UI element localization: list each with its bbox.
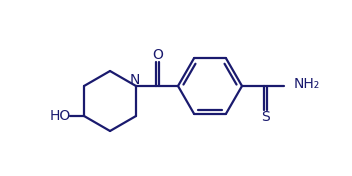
Text: S: S xyxy=(261,110,270,124)
Text: O: O xyxy=(152,48,163,62)
Text: NH₂: NH₂ xyxy=(294,77,320,91)
Text: N: N xyxy=(130,73,140,87)
Text: HO: HO xyxy=(49,109,71,123)
